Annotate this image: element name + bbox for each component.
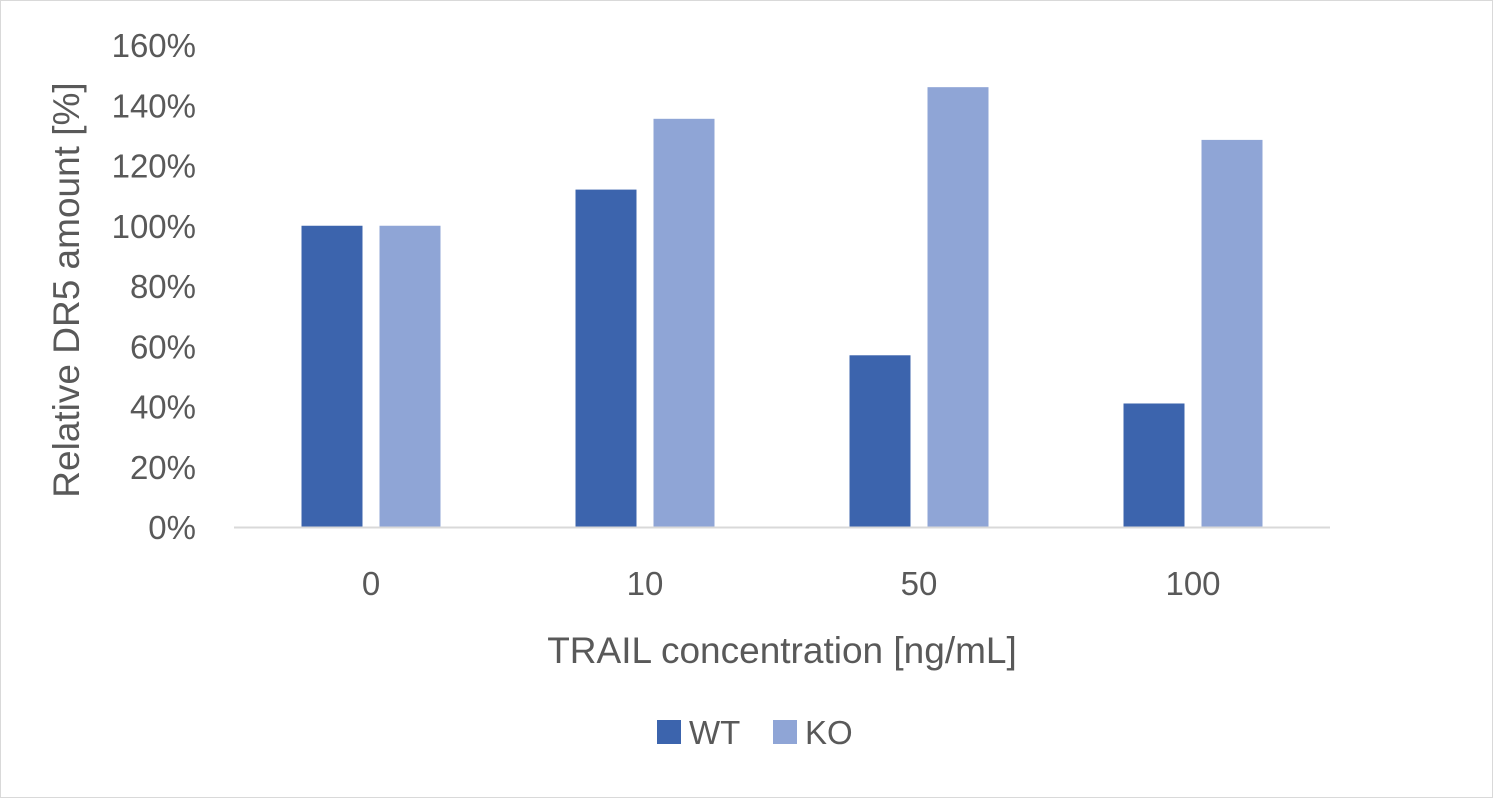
bar-wt-10 bbox=[575, 189, 637, 527]
bar-wt-100 bbox=[1123, 403, 1185, 527]
x-axis-title: TRAIL concentration [ng/mL] bbox=[547, 630, 1017, 671]
y-tick-labels: 0% 20% 40% 60% 80% 100% 120% 140% 160% bbox=[112, 27, 196, 546]
legend-swatch-wt bbox=[657, 720, 681, 744]
bar-wt-50 bbox=[849, 355, 911, 527]
y-tick-label: 120% bbox=[112, 148, 196, 185]
x-tick-label: 50 bbox=[901, 565, 938, 602]
x-tick-label: 10 bbox=[627, 565, 664, 602]
legend: WT KO bbox=[657, 714, 853, 751]
y-tick-label: 140% bbox=[112, 87, 196, 124]
y-tick-label: 160% bbox=[112, 27, 196, 64]
y-tick-label: 100% bbox=[112, 208, 196, 245]
bar-ko-50 bbox=[927, 87, 989, 528]
y-tick-label: 80% bbox=[130, 268, 196, 305]
x-tick-label: 100 bbox=[1165, 565, 1220, 602]
y-tick-label: 0% bbox=[148, 509, 196, 546]
y-tick-label: 20% bbox=[130, 449, 196, 486]
bar-ko-0 bbox=[379, 225, 441, 527]
x-tick-label: 0 bbox=[362, 565, 380, 602]
x-tick-labels: 0 10 50 100 bbox=[362, 565, 1221, 602]
bar-ko-100 bbox=[1201, 139, 1263, 528]
bar-wt-0 bbox=[301, 225, 363, 527]
bars bbox=[301, 87, 1263, 528]
legend-label-ko: KO bbox=[805, 714, 853, 751]
bar-ko-10 bbox=[653, 118, 715, 528]
legend-label-wt: WT bbox=[689, 714, 740, 751]
legend-swatch-ko bbox=[773, 720, 797, 744]
y-tick-label: 40% bbox=[130, 389, 196, 426]
y-tick-label: 60% bbox=[130, 328, 196, 365]
y-axis-title: Relative DR5 amount [%] bbox=[46, 82, 87, 497]
